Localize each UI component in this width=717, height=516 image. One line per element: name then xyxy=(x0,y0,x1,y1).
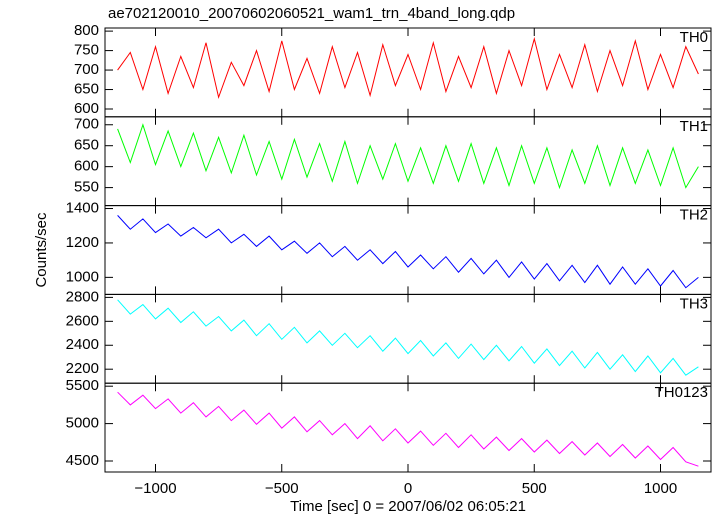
data-line xyxy=(117,123,699,190)
panel-frame xyxy=(104,293,712,384)
y-tick-label: 2800 xyxy=(66,288,99,305)
y-tick-label: 1000 xyxy=(66,268,99,285)
x-tick-label: 1000 xyxy=(644,480,677,497)
panel-frame xyxy=(104,205,712,295)
panel-frame xyxy=(104,382,712,473)
chart-title: ae702120010_20070602060521_wam1_trn_4ban… xyxy=(108,5,515,22)
y-tick-label: 2200 xyxy=(66,360,99,377)
y-tick-label: 2600 xyxy=(66,312,99,329)
y-tick-label: 700 xyxy=(74,116,99,133)
data-line xyxy=(117,36,699,100)
y-axis-label: Counts/sec xyxy=(33,212,50,288)
y-tick-label: 2400 xyxy=(66,336,99,353)
y-tick-label: 1200 xyxy=(66,234,99,251)
y-tick-label: 750 xyxy=(74,42,99,59)
data-line xyxy=(117,391,699,467)
y-tick-label: 550 xyxy=(74,179,99,196)
y-tick-label: 650 xyxy=(74,81,99,98)
panel-name: TH0 xyxy=(680,29,708,46)
panel-name: TH2 xyxy=(680,207,708,224)
y-tick-label: 5500 xyxy=(66,377,99,394)
y-tick-label: 1400 xyxy=(66,199,99,216)
y-tick-label: 4500 xyxy=(66,452,99,469)
data-line xyxy=(117,299,699,376)
x-tick-label: −500 xyxy=(265,480,299,497)
panel-frame xyxy=(104,27,712,118)
panel-frame xyxy=(104,116,712,207)
panel-name: TH0123 xyxy=(655,384,708,401)
panel-name: TH3 xyxy=(680,295,708,312)
y-tick-label: 600 xyxy=(74,158,99,175)
x-axis-label: Time [sec] 0 = 2007/06/02 06:05:21 xyxy=(290,498,526,515)
x-tick-label: 0 xyxy=(404,480,412,497)
x-tick-label: 500 xyxy=(522,480,547,497)
y-tick-label: 600 xyxy=(74,100,99,117)
data-line xyxy=(117,215,699,289)
panel-name: TH1 xyxy=(680,118,708,135)
y-tick-label: 700 xyxy=(74,61,99,78)
y-tick-label: 5000 xyxy=(66,415,99,432)
y-tick-label: 650 xyxy=(74,137,99,154)
x-tick-label: −1000 xyxy=(134,480,176,497)
y-tick-label: 800 xyxy=(74,22,99,39)
